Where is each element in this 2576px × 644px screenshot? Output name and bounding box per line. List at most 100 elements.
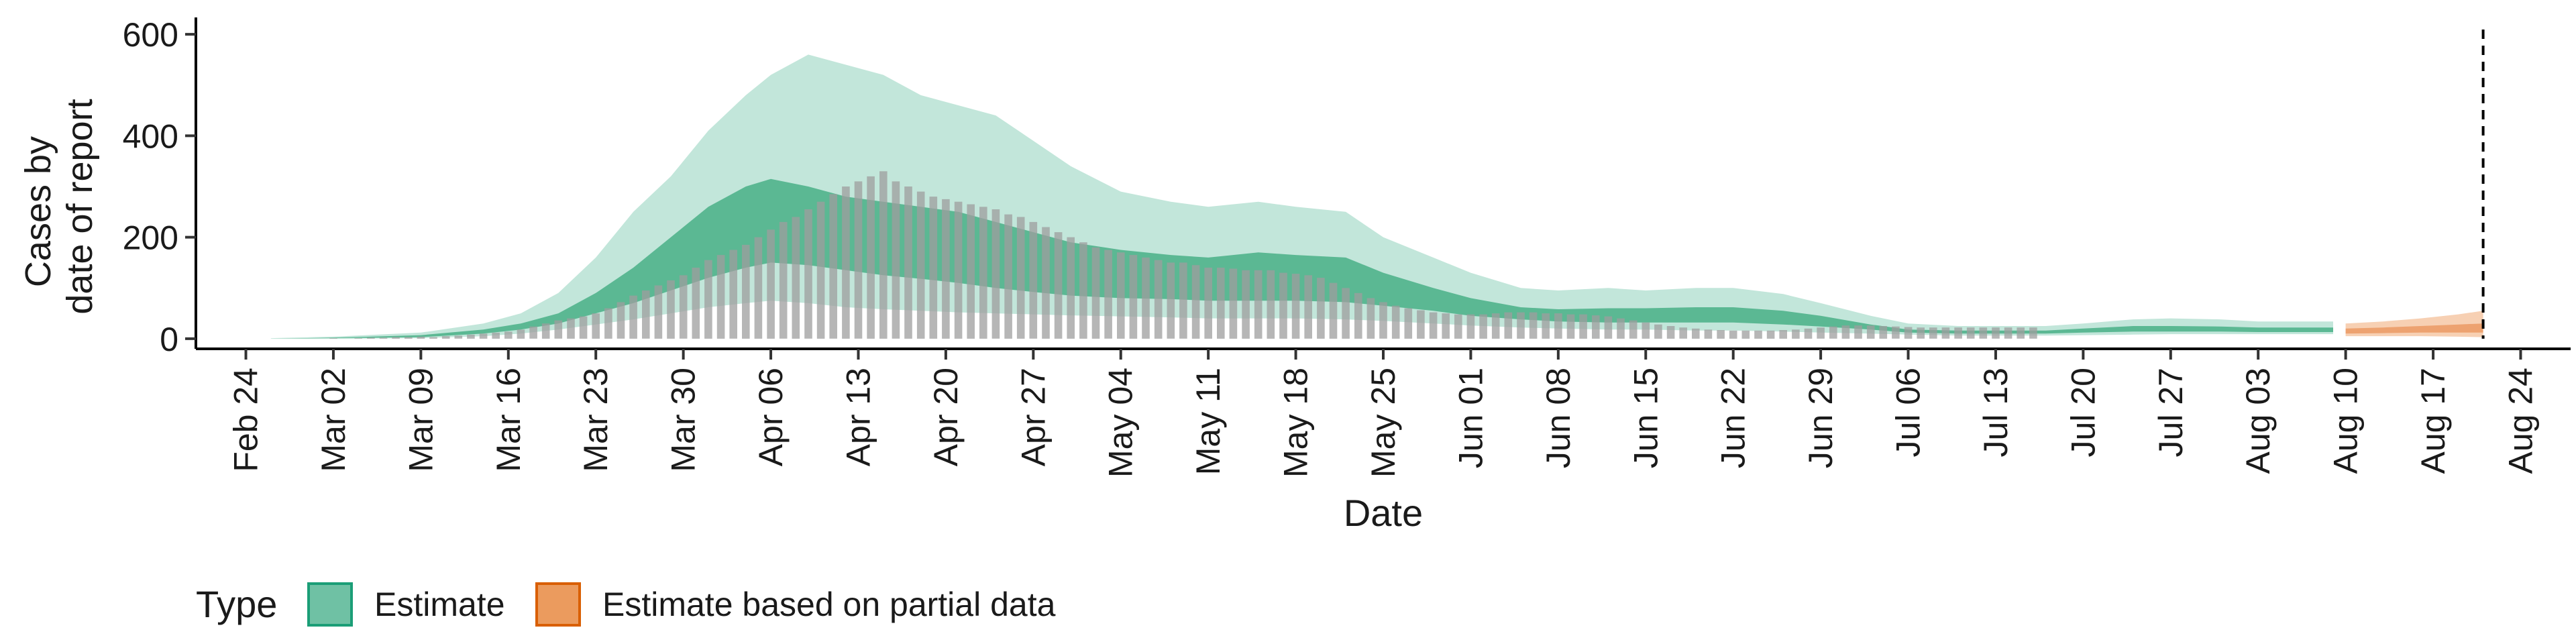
reported-case-bar <box>492 332 500 339</box>
reported-case-bar <box>529 326 537 339</box>
x-tick-label: Apr 20 <box>927 368 965 466</box>
y-axis: 0 200 400 600 <box>123 16 197 358</box>
x-tick-label: Apr 13 <box>840 368 877 466</box>
legend-label-estimate: Estimate <box>374 586 505 623</box>
reported-case-bar <box>1629 320 1638 339</box>
x-tick-label: Aug 24 <box>2502 368 2540 474</box>
reported-case-bar <box>1741 330 1750 339</box>
reported-case-bar <box>1404 308 1413 339</box>
reported-case-bar <box>679 275 688 339</box>
x-axis-title: Date <box>1344 492 1423 534</box>
reported-cases-bars <box>329 171 2037 339</box>
reported-case-bar <box>1992 327 2000 339</box>
reported-case-bar <box>1104 250 1112 339</box>
reported-case-bar <box>1354 292 1362 339</box>
reported-case-bar <box>1941 327 1950 339</box>
reported-case-bar <box>716 255 725 339</box>
reported-case-bar <box>1279 272 1287 339</box>
reported-case-bar <box>429 337 437 339</box>
y-tick-label: 0 <box>160 321 178 358</box>
reported-case-bar <box>1391 305 1400 339</box>
x-tick-label: Aug 03 <box>2239 368 2277 474</box>
reported-case-bar <box>329 338 337 339</box>
reported-case-bar <box>829 194 837 339</box>
reported-case-bar <box>1479 314 1487 339</box>
reported-case-bar <box>467 334 475 339</box>
reported-case-bar <box>916 191 925 339</box>
reported-case-bar <box>379 337 388 339</box>
reported-case-bar <box>1854 325 1862 339</box>
x-tick-label: Mar 23 <box>577 368 614 472</box>
reported-case-bar <box>892 181 900 339</box>
reported-case-bar <box>592 313 600 339</box>
estimate-band-inner <box>270 178 2333 339</box>
x-tick-label: Jun 22 <box>1715 368 1752 468</box>
reported-case-bar <box>967 204 975 339</box>
x-tick-label: Jul 06 <box>1890 368 1927 457</box>
reported-case-bar <box>1379 302 1387 339</box>
reported-case-bar <box>729 250 737 339</box>
x-tick-label: Mar 16 <box>490 368 527 472</box>
reported-case-bar <box>1954 327 1962 339</box>
reported-case-bar <box>854 181 863 339</box>
reported-case-bar <box>1154 260 1163 339</box>
reported-case-bar <box>942 199 950 339</box>
reported-case-bar <box>1904 327 1913 339</box>
reported-case-bar <box>354 338 362 339</box>
reported-case-bar <box>441 336 450 339</box>
reported-case-bar <box>1204 268 1212 339</box>
reported-case-bar <box>1817 327 1825 339</box>
reported-case-bar <box>1642 322 1650 339</box>
x-tick-label: Jul 13 <box>1977 368 2015 457</box>
reported-case-bar <box>1592 315 1600 339</box>
x-tick-label: Jul 20 <box>2064 368 2102 457</box>
reported-case-bar <box>1704 329 1713 339</box>
reported-case-bar <box>554 320 563 339</box>
x-axis: Feb 24 Mar 02 Mar 09 Mar 16 Mar 23 Mar 30 Apr … <box>196 347 2571 478</box>
reported-case-bar <box>1267 270 1275 339</box>
reported-case-bar <box>1617 318 1625 339</box>
reported-case-bar <box>2029 327 2037 339</box>
reported-case-bar <box>517 329 525 339</box>
reported-case-bar <box>1167 262 1175 339</box>
reported-case-bar <box>616 302 625 339</box>
y-axis-title: Cases by date of report <box>18 99 100 314</box>
legend-key-estimate <box>307 582 353 627</box>
reported-case-bar <box>1866 325 1875 339</box>
reported-case-bar <box>767 229 775 339</box>
partial-band-inner <box>2345 323 2483 334</box>
reported-case-bar <box>1604 316 1613 339</box>
reported-case-bar <box>1717 330 1725 339</box>
reported-case-bar <box>1129 255 1138 339</box>
reported-case-bar <box>1291 274 1300 339</box>
reported-case-bar <box>654 285 663 339</box>
reported-case-bar <box>1067 237 1075 339</box>
reported-case-bar <box>1191 265 1200 339</box>
reported-case-bar <box>804 209 812 339</box>
reported-case-bar <box>1879 326 1888 339</box>
reported-case-bar <box>604 308 612 339</box>
reported-case-bar <box>979 207 987 339</box>
x-tick-label: Mar 02 <box>315 368 352 472</box>
reported-case-bar <box>1666 326 1675 339</box>
reported-case-bar <box>1417 310 1425 339</box>
reported-case-bar <box>1754 330 1762 339</box>
reported-case-bar <box>541 323 550 339</box>
reported-case-bar <box>1142 257 1150 339</box>
reported-case-bar <box>1079 242 1087 339</box>
reported-case-bar <box>1117 252 1125 339</box>
x-tick-label: May 25 <box>1364 368 1402 478</box>
reported-case-bar <box>567 318 575 339</box>
x-tick-label: Mar 30 <box>665 368 702 472</box>
reported-case-bar <box>1054 232 1063 339</box>
reported-case-bar <box>629 295 637 339</box>
reported-case-bar <box>1454 314 1462 339</box>
reported-case-bar <box>1254 270 1263 339</box>
reported-case-bar <box>1317 278 1325 339</box>
y-tick-label: 200 <box>123 219 178 257</box>
reported-case-bar <box>1304 275 1312 339</box>
x-tick-label: Aug 10 <box>2327 368 2365 474</box>
reported-case-bar <box>867 176 875 339</box>
reported-case-bar <box>742 245 750 339</box>
